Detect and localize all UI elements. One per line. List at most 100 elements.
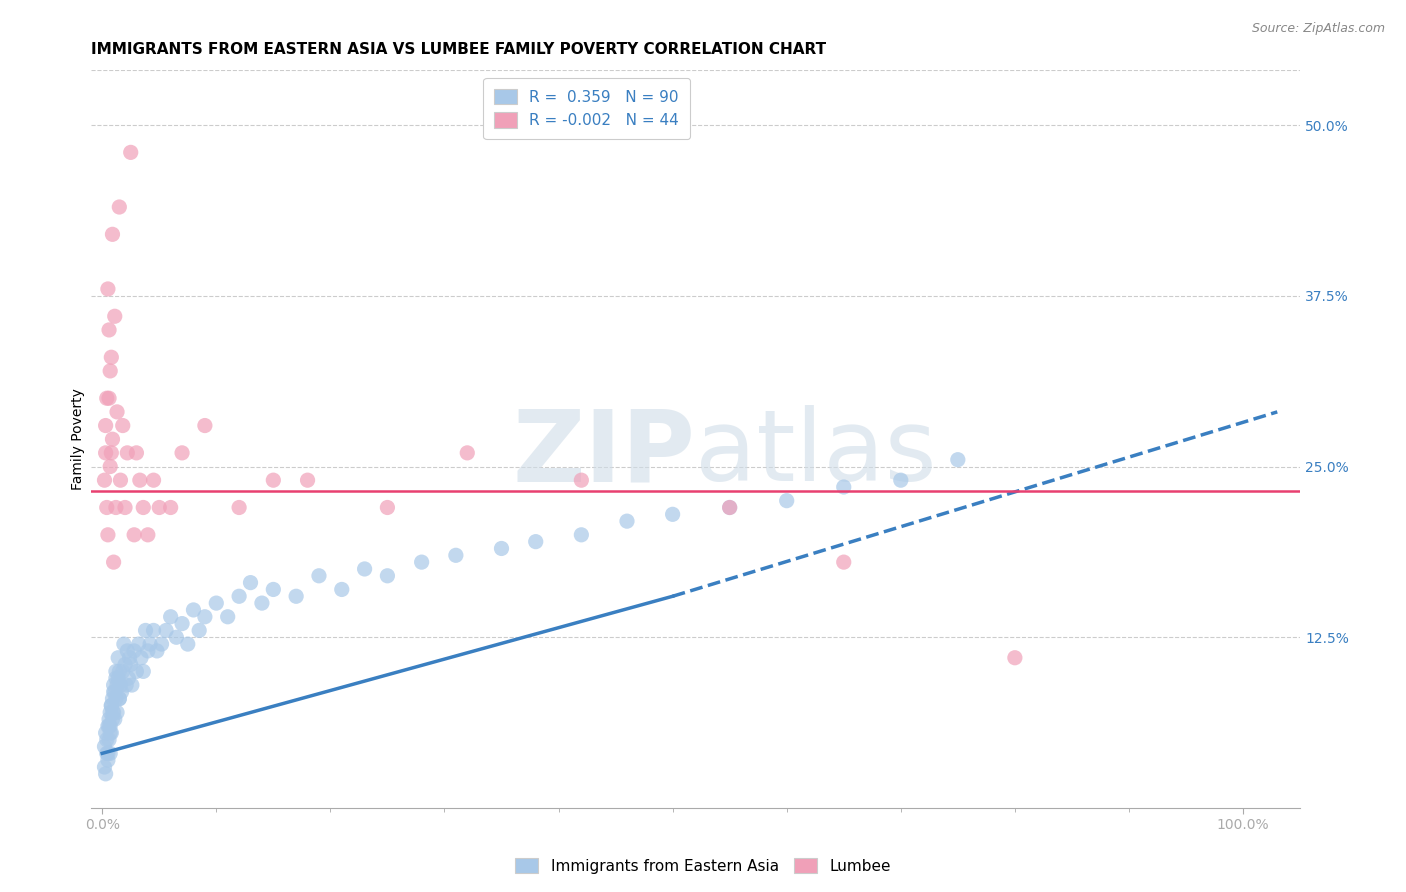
Point (524, 534, 547, 549)
Point (159, 500, 181, 515)
Point (411, 555, 433, 569)
Text: IMMIGRANTS FROM EASTERN ASIA VS LUMBEE FAMILY POVERTY CORRELATION CHART: IMMIGRANTS FROM EASTERN ASIA VS LUMBEE F… (91, 42, 825, 57)
Point (194, 609, 217, 624)
Point (491, 541, 513, 556)
Point (205, 596, 228, 610)
Point (94, 418, 117, 433)
Point (136, 644, 159, 658)
Point (98, 719, 121, 733)
Point (159, 609, 181, 624)
Point (101, 706, 124, 720)
Point (100, 446, 122, 460)
Point (107, 671, 129, 685)
Text: ZIP: ZIP (513, 406, 696, 502)
Point (177, 637, 200, 651)
Point (110, 473, 132, 487)
Point (101, 712, 124, 726)
Point (94, 446, 117, 460)
Point (228, 589, 250, 603)
Point (1004, 650, 1026, 665)
Point (228, 500, 250, 515)
Point (120, 145, 142, 160)
Point (97, 282, 120, 296)
Point (110, 685, 132, 699)
Text: Source: ZipAtlas.com: Source: ZipAtlas.com (1251, 22, 1385, 36)
Point (103, 555, 125, 569)
Point (285, 589, 308, 603)
Point (97, 747, 120, 761)
Point (100, 351, 122, 365)
Point (101, 227, 124, 242)
Point (117, 644, 139, 658)
Point (111, 665, 134, 679)
Point (108, 691, 131, 706)
Point (107, 650, 129, 665)
Point (98, 712, 121, 726)
Text: atlas: atlas (696, 406, 936, 502)
Point (718, 500, 741, 515)
Point (353, 562, 375, 576)
Point (194, 418, 217, 433)
Point (104, 310, 127, 324)
Point (105, 706, 128, 720)
Point (377, 569, 399, 583)
Point (105, 678, 128, 692)
Point (93, 473, 115, 487)
Point (100, 726, 122, 740)
Point (120, 657, 142, 672)
Point (96, 747, 118, 761)
Point (616, 514, 638, 528)
Point (104, 671, 127, 685)
Point (93, 760, 115, 774)
Point (718, 500, 741, 515)
Point (104, 685, 127, 699)
Point (94, 767, 117, 781)
Point (139, 637, 162, 651)
Point (103, 678, 125, 692)
Point (115, 678, 138, 692)
Point (96, 732, 118, 747)
Point (150, 637, 173, 651)
Point (117, 671, 139, 685)
Point (330, 582, 353, 597)
Point (121, 678, 143, 692)
Point (128, 473, 150, 487)
Point (890, 473, 912, 487)
Point (217, 609, 239, 624)
Point (569, 528, 592, 542)
Legend: R =  0.359   N = 90, R = -0.002   N = 44: R = 0.359 N = 90, R = -0.002 N = 44 (484, 78, 690, 139)
Point (132, 665, 155, 679)
Point (98, 706, 121, 720)
Point (832, 480, 855, 494)
Point (97, 753, 120, 767)
Point (101, 432, 124, 446)
Point (297, 473, 319, 487)
Point (165, 630, 187, 644)
Point (142, 624, 165, 638)
Point (122, 528, 145, 542)
Point (188, 624, 211, 638)
Legend: Immigrants from Eastern Asia, Lumbee: Immigrants from Eastern Asia, Lumbee (509, 852, 897, 880)
Point (117, 446, 139, 460)
Point (97, 719, 120, 733)
Point (262, 582, 284, 597)
Point (262, 473, 284, 487)
Point (100, 698, 122, 713)
Point (946, 452, 969, 467)
Point (135, 624, 157, 638)
Point (148, 500, 170, 515)
Point (111, 418, 134, 433)
Point (112, 637, 135, 651)
Point (98, 364, 121, 378)
Point (108, 200, 131, 214)
Point (129, 650, 152, 665)
Point (108, 691, 131, 706)
Point (125, 446, 148, 460)
Point (832, 555, 855, 569)
Point (103, 706, 125, 720)
Point (114, 657, 136, 672)
Point (98, 726, 121, 740)
Point (104, 712, 127, 726)
Point (104, 691, 127, 706)
Point (118, 650, 141, 665)
